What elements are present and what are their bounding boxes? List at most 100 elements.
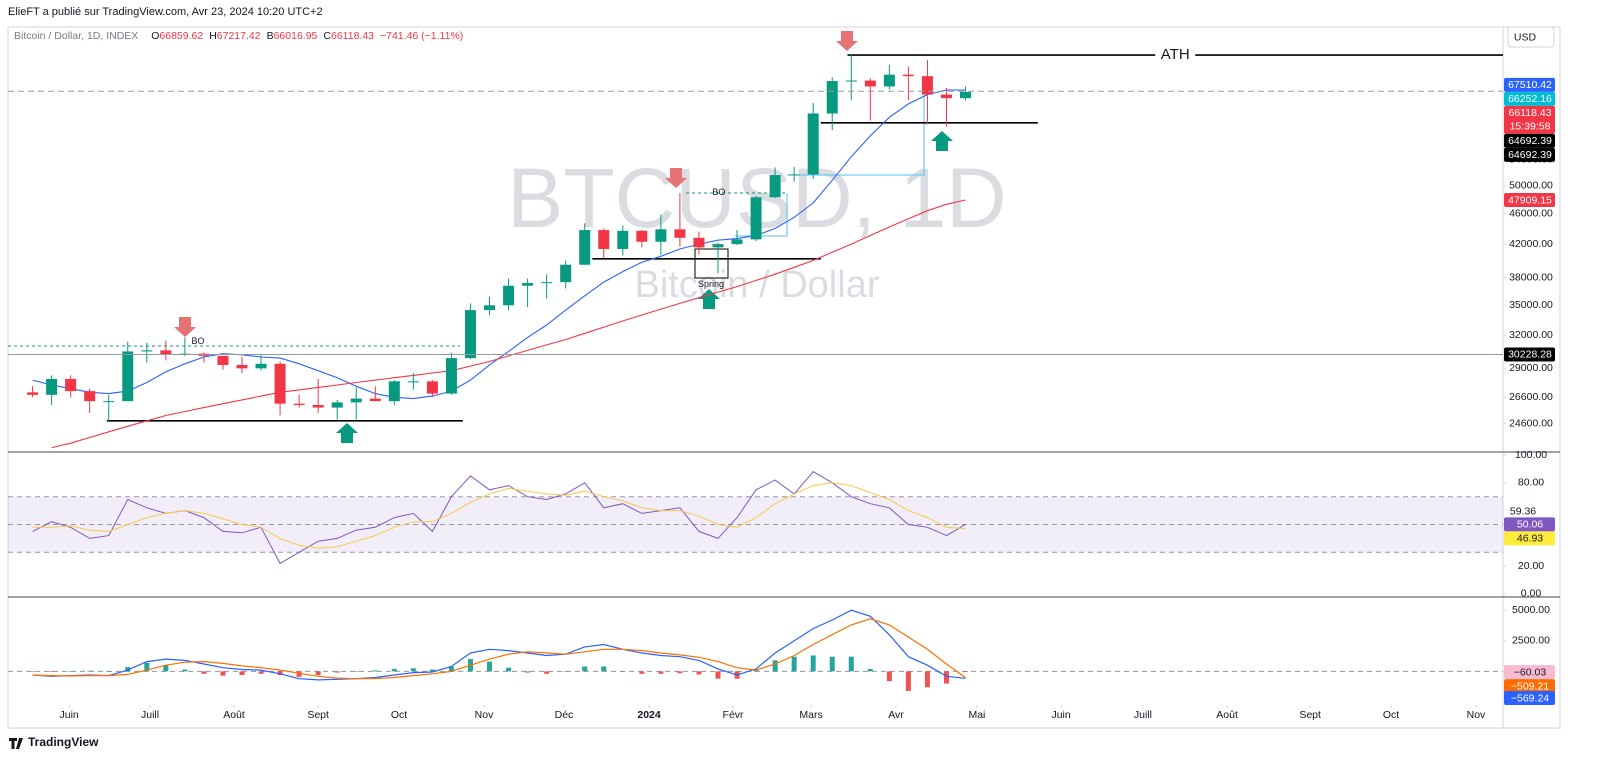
histogram-bar: [753, 670, 759, 672]
ohlc-value: 66118.43: [331, 30, 374, 42]
candle-body: [731, 239, 743, 245]
candle-body: [845, 80, 857, 82]
down-arrow: [174, 317, 196, 337]
candle-body: [236, 364, 248, 369]
candle-body: [160, 350, 172, 355]
axes: Juin Juill Août Sept Oct Nov Déc 2024 Févr Mars Av…: [59, 77, 1555, 721]
candle-body: [484, 305, 496, 311]
price-badge-label: 64692.39: [1508, 135, 1552, 147]
series-line: [32, 471, 966, 565]
y-tick-label: 24600.00: [1509, 417, 1553, 429]
histogram-bar: [772, 660, 778, 672]
x-tick-label: Sept: [1299, 709, 1321, 721]
price-badge: [1504, 679, 1555, 694]
candle-body: [750, 197, 762, 240]
histogram-bar: [258, 671, 264, 674]
x-tick-label: Oct: [1383, 709, 1399, 721]
histogram-bar: [715, 671, 721, 679]
series-line: [32, 609, 966, 681]
histogram-bar: [924, 671, 930, 688]
price-badge-label: −509.21: [1511, 680, 1549, 692]
candle-body: [617, 230, 629, 249]
price-badge-label: 66252.16: [1508, 93, 1552, 105]
x-tick-label: Oct: [391, 709, 407, 721]
ohlc-value: 66859.62: [159, 30, 203, 42]
y-tick-label: 29000.00: [1509, 362, 1553, 374]
x-tick-label: Avr: [888, 709, 904, 721]
ohlc-value: 66016.95: [274, 30, 318, 42]
histogram-bar: [68, 671, 74, 672]
histogram-bar: [182, 669, 188, 672]
rsi-pane: [8, 471, 1503, 565]
macd-pane: [8, 609, 1503, 691]
histogram-bar: [867, 668, 873, 672]
currency-box[interactable]: [1507, 26, 1555, 48]
x-tick-label: Déc: [555, 709, 574, 721]
candle-body: [655, 229, 667, 242]
candle-body: [560, 264, 572, 283]
candle-body: [883, 74, 895, 87]
histogram-bar: [601, 666, 607, 672]
y-tick-label: 0.00: [1521, 588, 1542, 600]
histogram-bar: [848, 656, 854, 672]
candle-body: [293, 403, 305, 405]
x-tick-label: Juin: [1051, 709, 1070, 721]
candle-body: [598, 230, 610, 249]
candle-body: [84, 391, 96, 402]
price-badge: [1504, 665, 1555, 680]
x-tick-label: Juill: [1134, 709, 1152, 721]
candle-body: [902, 74, 914, 77]
price-badge: [1504, 192, 1555, 207]
price-badge-label: 46.93: [1517, 533, 1543, 545]
candle-body: [464, 310, 476, 359]
candle-body: [864, 80, 876, 87]
candle-body: [255, 363, 267, 369]
ohlc-value: 67217.42: [217, 30, 261, 42]
histogram-bar: [334, 671, 340, 673]
price-badge: [1504, 133, 1555, 148]
x-tick-label: Sept: [307, 709, 329, 721]
histogram-bar: [163, 665, 169, 672]
candle-body: [46, 378, 58, 395]
x-tick-label: Nov: [475, 709, 494, 721]
histogram-bar: [30, 671, 36, 672]
y-tick-label: 50000.00: [1509, 179, 1553, 191]
histogram-bar: [563, 671, 569, 672]
histogram-bar: [296, 671, 302, 677]
candle-body: [27, 392, 39, 395]
annotation: BO: [192, 336, 205, 346]
brand: TradingView: [28, 735, 99, 749]
price-badge: [1504, 531, 1555, 546]
axis-label: 59.36: [1510, 505, 1536, 517]
price-badge-label: 67510.42: [1508, 79, 1552, 91]
histogram-bar: [963, 671, 969, 673]
price-badge: [1504, 91, 1555, 106]
price-badge: [1504, 517, 1555, 532]
ohlc-key: O: [151, 30, 159, 42]
price-badge-label: 47909.15: [1508, 194, 1552, 206]
annotation: Spring: [698, 279, 724, 289]
histogram-bar: [886, 671, 892, 682]
candle-body: [274, 363, 286, 404]
histogram-bar: [506, 667, 512, 672]
x-tick-label: Nov: [1467, 709, 1486, 721]
logo: [9, 738, 23, 749]
histogram-bar: [658, 671, 664, 674]
frame: [7, 26, 1561, 729]
candle-body: [103, 401, 115, 403]
series-line: [32, 482, 966, 549]
change: −741.46 (−1.11%): [380, 30, 463, 42]
down-arrow: [836, 31, 858, 51]
y-tick-label: 32000.00: [1509, 329, 1553, 341]
x-tick-label: Mai: [968, 709, 985, 721]
candle-body: [331, 402, 343, 408]
series-line: [32, 618, 966, 680]
ohlc-key: C: [323, 30, 331, 42]
candle-body: [807, 113, 819, 175]
candle-body: [407, 381, 419, 383]
histogram-bar: [696, 671, 702, 675]
watermark-subtitle: Bitcoin / Dollar: [635, 264, 880, 306]
y-tick-label: 46000.00: [1509, 207, 1553, 219]
x-tick-label: Févr: [723, 709, 745, 721]
